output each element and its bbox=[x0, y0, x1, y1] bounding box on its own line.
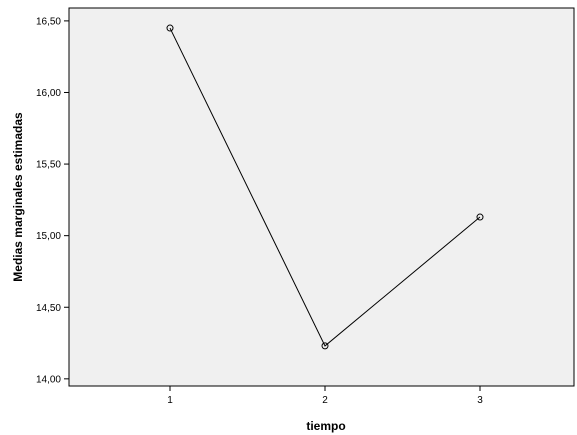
y-tick-label: 15,00 bbox=[36, 231, 61, 242]
x-axis-title: tiempo bbox=[306, 419, 345, 433]
x-tick-label: 1 bbox=[167, 395, 173, 406]
y-tick-label: 16,00 bbox=[36, 88, 61, 99]
x-tick-label: 2 bbox=[322, 395, 328, 406]
y-axis: 14,00 14,50 15,00 15,50 16,00 16,50 bbox=[36, 16, 69, 385]
y-tick-label: 14,50 bbox=[36, 303, 61, 314]
series-line bbox=[169, 27, 481, 347]
x-tick-label: 3 bbox=[477, 395, 483, 406]
data-point bbox=[321, 342, 329, 350]
data-point bbox=[166, 24, 174, 32]
y-tick-label: 15,50 bbox=[36, 160, 61, 171]
y-axis-title: Medias marginales estimadas bbox=[11, 112, 25, 282]
y-tick-label: 14,00 bbox=[36, 374, 61, 385]
data-point bbox=[476, 213, 484, 221]
y-tick-label: 16,50 bbox=[36, 16, 61, 27]
plot-area bbox=[68, 7, 575, 387]
x-axis: 1 2 3 bbox=[167, 386, 483, 406]
series-layer bbox=[166, 24, 484, 350]
